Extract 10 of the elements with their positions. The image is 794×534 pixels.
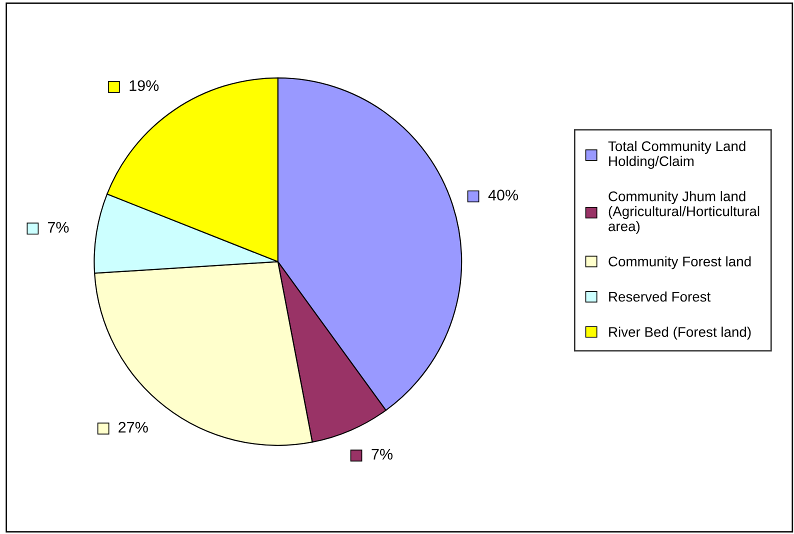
data-label: 7% bbox=[48, 222, 69, 233]
data-label: 27% bbox=[118, 422, 148, 433]
legend-label: River Bed (Forest land) bbox=[609, 326, 751, 340]
data-label: 40% bbox=[488, 190, 518, 200]
legend-label: Community Jhum land (Agricultural/Horticultural area) bbox=[608, 191, 760, 234]
legend-label: Reserved Forest bbox=[609, 291, 711, 302]
legend-label: Total Community Land Holding/Claim bbox=[608, 140, 746, 169]
data-label: 7% bbox=[372, 448, 393, 460]
legend-label: Community Forest land bbox=[608, 256, 751, 270]
data-label: 19% bbox=[130, 80, 159, 92]
